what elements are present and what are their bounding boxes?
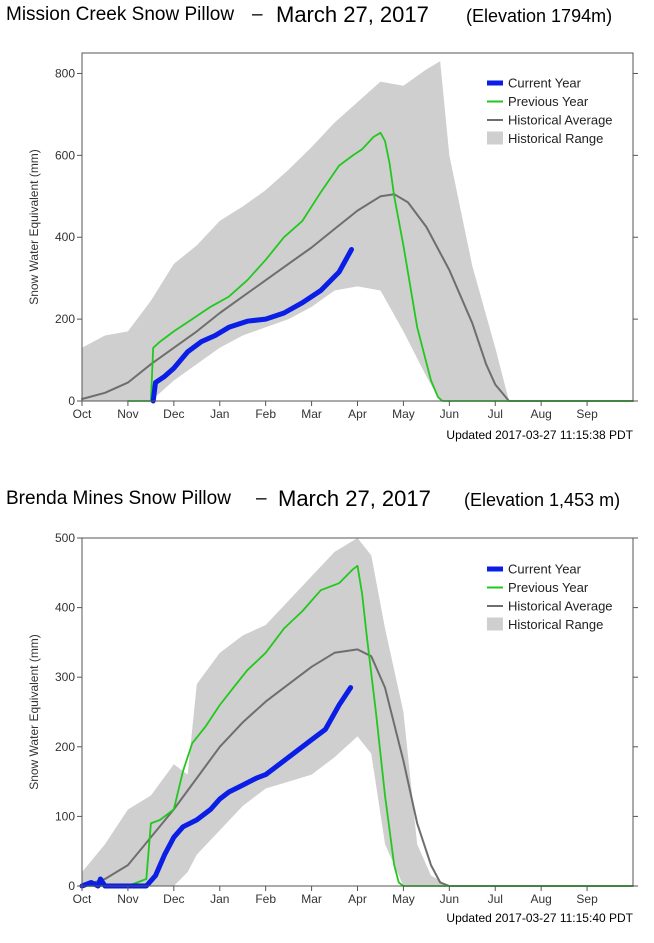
legend-label: Previous Year xyxy=(508,580,589,595)
legend-label: Current Year xyxy=(508,562,582,577)
y-tick-label: 100 xyxy=(55,809,75,823)
x-tick-label: Mar xyxy=(301,407,322,421)
current-year-line xyxy=(150,247,354,404)
x-tick-label: May xyxy=(392,407,415,421)
y-tick-label: 500 xyxy=(55,531,75,545)
legend-swatch xyxy=(487,617,503,631)
x-tick-label: Dec xyxy=(163,407,184,421)
x-tick-label: May xyxy=(392,892,415,906)
chart-title: Brenda Mines Snow Pillow xyxy=(6,488,231,509)
x-tick-label: Aug xyxy=(530,892,551,906)
updated-timestamp: Updated 2017-03-27 11:15:40 PDT xyxy=(446,911,633,925)
legend-label: Historical Range xyxy=(508,131,603,146)
y-tick-label: 800 xyxy=(55,66,75,80)
x-tick-label: Jun xyxy=(440,407,459,421)
x-tick-label: Dec xyxy=(163,892,184,906)
chart-title-row: Brenda Mines Snow Pillow – March 27, 201… xyxy=(0,484,654,516)
legend-label: Current Year xyxy=(508,76,582,91)
chart-title-row: Mission Creek Snow Pillow – March 27, 20… xyxy=(0,0,654,32)
brenda-mines-chart-panel: Brenda Mines Snow Pillow – March 27, 201… xyxy=(0,484,654,943)
legend-label: Historical Average xyxy=(508,599,613,614)
historical-range-area xyxy=(82,61,510,402)
y-tick-label: 0 xyxy=(68,879,75,893)
legend-label: Historical Average xyxy=(508,113,613,128)
x-tick-label: Apr xyxy=(348,892,367,906)
y-tick-label: 400 xyxy=(55,230,75,244)
chart-date: March 27, 2017 xyxy=(278,486,431,511)
chart-elevation: (Elevation 1,453 m) xyxy=(464,490,621,510)
chart-legend: Current Year Previous Year Historical Aver… xyxy=(487,562,613,632)
title-separator: – xyxy=(252,4,263,25)
x-tick-label: Sep xyxy=(576,892,598,906)
y-axis-label: Snow Water Equivalent (mm) xyxy=(27,634,41,790)
x-tick-label: Nov xyxy=(117,892,138,906)
brenda-mines-plot: 0 100 200 300 400 500 Oct Nov Dec Jan Feb Mar Apr May… xyxy=(27,531,638,925)
x-tick-label: Mar xyxy=(301,892,322,906)
updated-timestamp: Updated 2017-03-27 11:15:38 PDT xyxy=(446,428,633,442)
chart-elevation: (Elevation 1794m) xyxy=(466,6,613,26)
x-tick-label: Oct xyxy=(73,407,92,421)
legend-label: Historical Range xyxy=(508,617,603,632)
historical-average-line xyxy=(81,193,634,402)
y-tick-label: 200 xyxy=(55,740,75,754)
y-tick-label: 200 xyxy=(55,312,75,326)
y-tick-label: 400 xyxy=(55,601,75,615)
legend-swatch xyxy=(487,131,503,145)
chart-title: Mission Creek Snow Pillow xyxy=(6,4,235,25)
x-tick-label: Jun xyxy=(440,892,459,906)
x-tick-label: Jul xyxy=(488,407,503,421)
y-tick-label: 600 xyxy=(55,148,75,162)
mission-creek-plot: 0 200 400 600 800 Oct Nov Dec Jan Feb Mar Apr May Jun… xyxy=(27,52,638,442)
historical-average-line xyxy=(81,648,634,887)
mission-creek-chart-panel: Mission Creek Snow Pillow – March 27, 20… xyxy=(0,0,654,470)
x-tick-label: Aug xyxy=(530,407,551,421)
y-tick-label: 0 xyxy=(68,394,75,408)
chart-legend: Current Year Previous Year Historical Aver… xyxy=(487,76,613,146)
y-tick-label: 300 xyxy=(55,670,75,684)
x-tick-label: Jan xyxy=(210,407,229,421)
x-tick-label: Oct xyxy=(73,892,92,906)
x-tick-label: Feb xyxy=(255,407,276,421)
y-axis-label: Snow Water Equivalent (mm) xyxy=(27,149,41,305)
x-tick-label: Jul xyxy=(488,892,503,906)
previous-year-line xyxy=(127,131,634,402)
x-tick-label: Apr xyxy=(348,407,367,421)
x-tick-label: Feb xyxy=(255,892,276,906)
previous-year-line xyxy=(81,564,634,887)
legend-label: Previous Year xyxy=(508,94,589,109)
historical-range-area xyxy=(82,538,450,886)
x-tick-label: Sep xyxy=(576,407,598,421)
x-tick-label: Jan xyxy=(210,892,229,906)
title-separator: – xyxy=(256,488,267,509)
x-tick-label: Nov xyxy=(117,407,138,421)
chart-date: March 27, 2017 xyxy=(276,2,429,27)
